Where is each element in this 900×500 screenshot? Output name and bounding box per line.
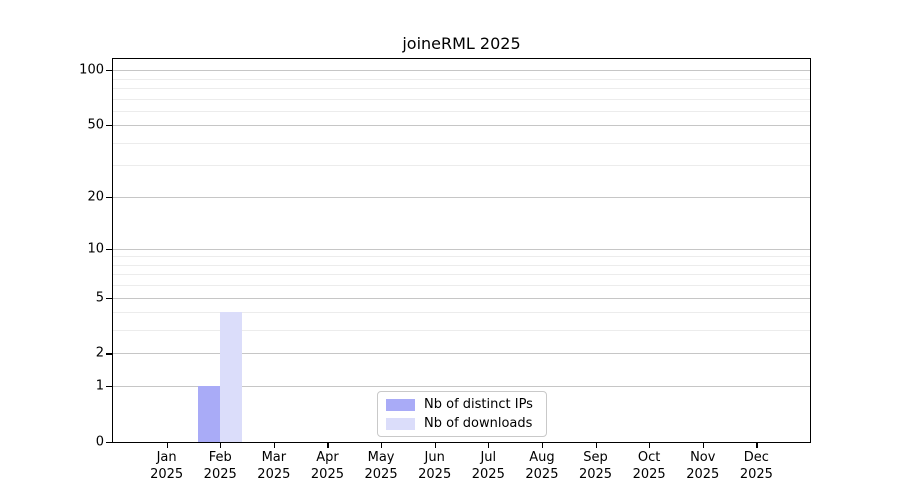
- minor-gridline: [113, 274, 810, 276]
- minor-gridline: [113, 256, 810, 258]
- y-tick-mark: [106, 386, 112, 388]
- y-tick-mark: [106, 248, 112, 250]
- major-gridline: [113, 297, 810, 299]
- x-tick-mark: [327, 442, 329, 448]
- y-axis-tick-label: 10: [87, 241, 104, 257]
- x-axis-tick-label: Apr 2025: [310, 450, 344, 482]
- x-tick-mark: [434, 442, 436, 448]
- x-tick-mark: [702, 442, 704, 448]
- legend-swatch-distinct-ips: [386, 398, 415, 411]
- x-axis-tick-label: Jul 2025: [471, 450, 505, 482]
- x-tick-mark: [273, 442, 276, 448]
- y-tick-mark: [106, 353, 112, 355]
- y-axis-tick-label: 5: [95, 290, 104, 306]
- major-gridline: [113, 248, 810, 250]
- x-axis-tick-label: Feb 2025: [203, 450, 237, 482]
- y-tick-mark: [106, 297, 112, 299]
- y-axis-tick-label: 1: [95, 378, 104, 394]
- x-axis-tick-label: Jan 2025: [150, 450, 184, 482]
- x-tick-mark: [488, 442, 490, 448]
- minor-gridline: [113, 142, 810, 144]
- x-axis-tick-label: Dec 2025: [739, 450, 773, 482]
- minor-gridline: [113, 165, 810, 167]
- minor-gridline: [113, 78, 810, 80]
- x-axis-tick-label: Sep 2025: [578, 450, 613, 482]
- legend-swatch-downloads: [386, 417, 415, 430]
- bar-downloads: [220, 312, 243, 442]
- minor-gridline: [113, 110, 810, 112]
- y-tick-mark: [106, 196, 112, 198]
- major-gridline: [113, 196, 810, 198]
- y-axis-tick-label: 2: [95, 345, 104, 361]
- minor-gridline: [113, 312, 810, 314]
- x-tick-mark: [756, 442, 758, 448]
- x-axis-tick-label: Nov 2025: [686, 450, 720, 482]
- legend-label-downloads: Nb of downloads: [424, 416, 533, 431]
- minor-gridline: [113, 87, 810, 89]
- minor-gridline: [113, 98, 810, 100]
- x-tick-mark: [595, 442, 597, 448]
- major-gridline: [113, 353, 810, 355]
- plot-area: [112, 58, 811, 443]
- major-gridline: [113, 70, 810, 72]
- x-tick-mark: [649, 442, 651, 448]
- x-tick-mark: [381, 442, 383, 448]
- x-axis-tick-label: May 2025: [364, 450, 398, 482]
- y-axis-tick-label: 20: [87, 189, 104, 205]
- minor-gridline: [113, 264, 810, 266]
- chart-title: joineRML 2025: [402, 34, 521, 53]
- minor-gridline: [113, 330, 810, 332]
- major-gridline: [113, 386, 810, 388]
- x-tick-mark: [166, 442, 168, 448]
- x-axis-tick-label: Mar 2025: [257, 450, 291, 482]
- x-axis-tick-label: Oct 2025: [632, 450, 666, 482]
- bar-distinct-ips: [198, 386, 221, 442]
- legend-label-distinct-ips: Nb of distinct IPs: [424, 397, 533, 412]
- y-tick-mark: [106, 125, 112, 127]
- legend: Nb of distinct IPs Nb of downloads: [377, 391, 547, 437]
- y-tick-mark: [106, 70, 112, 72]
- legend-item-distinct-ips: Nb of distinct IPs: [386, 397, 538, 412]
- y-axis-tick-label: 0: [95, 434, 104, 450]
- legend-item-downloads: Nb of downloads: [386, 416, 538, 431]
- x-tick-mark: [220, 442, 222, 448]
- x-axis-tick-label: Aug 2025: [525, 450, 559, 482]
- x-tick-mark: [541, 442, 544, 448]
- y-tick-mark: [106, 442, 112, 444]
- major-gridline: [113, 125, 810, 127]
- y-axis-tick-label: 50: [87, 117, 104, 133]
- x-axis-tick-label: Jun 2025: [418, 450, 452, 482]
- y-axis-tick-label: 100: [79, 62, 104, 78]
- minor-gridline: [113, 285, 810, 287]
